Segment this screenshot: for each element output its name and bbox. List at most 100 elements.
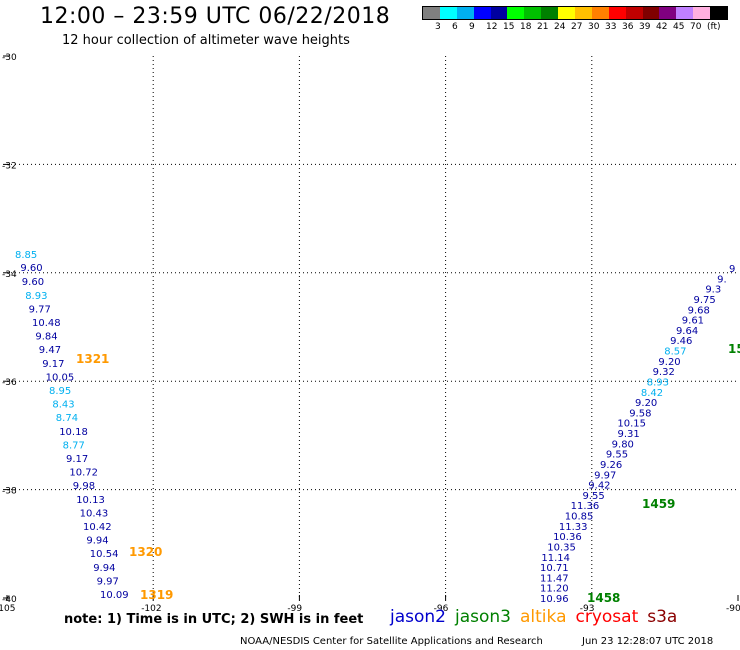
lon-tick-label: -99 bbox=[287, 604, 302, 614]
units-note: note: 1) Time is in UTC; 2) SWH is in fe… bbox=[64, 612, 364, 627]
wave-height-label: 10.15 bbox=[617, 419, 646, 430]
wave-height-label: 9.94 bbox=[86, 536, 108, 547]
wave-height-label: 8.85 bbox=[15, 250, 37, 261]
color-swatch bbox=[642, 7, 660, 19]
wave-height-label: 9.64 bbox=[676, 326, 698, 337]
legend-altika: altika bbox=[520, 607, 567, 627]
wave-height-label: 11.14 bbox=[541, 553, 570, 564]
color-scale-label: 21 bbox=[537, 22, 549, 32]
lat-tick-label: -40 bbox=[2, 595, 17, 605]
wave-height-label: 9.60 bbox=[20, 263, 42, 274]
wave-height-label: 10.54 bbox=[90, 549, 119, 560]
wave-height-label: 9.3 bbox=[705, 285, 721, 296]
color-swatch bbox=[439, 7, 457, 19]
wave-height-label: 8.57 bbox=[664, 347, 686, 358]
wave-height-label: 8.77 bbox=[63, 440, 85, 451]
time-label: 1321 bbox=[76, 352, 109, 366]
wave-height-label: 9.47 bbox=[39, 345, 61, 356]
color-scale-label: 70 bbox=[690, 22, 702, 32]
color-scale-label: 33 bbox=[605, 22, 617, 32]
lat-tick-label: -30 bbox=[2, 53, 17, 63]
wave-height-label: 9.77 bbox=[29, 304, 51, 315]
wave-height-label: 9.97 bbox=[97, 576, 119, 587]
time-label: 1459 bbox=[642, 497, 675, 511]
time-label: 1320 bbox=[129, 545, 162, 559]
page-title: 12:00 – 23:59 UTC 06/22/2018 bbox=[40, 4, 391, 29]
wave-height-label: 9.32 bbox=[653, 367, 675, 378]
wave-height-label: 11.47 bbox=[540, 573, 569, 584]
east-track: 99.9.39.759.689.619.649.468.579.209.328.… bbox=[540, 264, 740, 605]
color-swatch bbox=[473, 7, 491, 19]
legend-s3a: s3a bbox=[647, 607, 678, 627]
color-scale-label: 18 bbox=[520, 22, 532, 32]
color-swatch bbox=[423, 7, 440, 19]
time-label: 1458 bbox=[587, 591, 620, 605]
wave-height-label: 10.18 bbox=[59, 427, 88, 438]
lat-tick-label: -36 bbox=[2, 378, 17, 388]
wave-height-label: 8.93 bbox=[647, 377, 669, 388]
wave-height-label: 10.09 bbox=[100, 590, 129, 601]
color-scale-label: 15 bbox=[503, 22, 515, 32]
wave-height-label: 10.36 bbox=[553, 532, 582, 543]
wave-height-label: 9.98 bbox=[73, 481, 95, 492]
wave-height-label: 9.17 bbox=[66, 454, 88, 465]
wave-height-label: 10.05 bbox=[46, 372, 75, 383]
lat-tick-label: -32 bbox=[2, 161, 17, 171]
wave-height-label: 9.80 bbox=[612, 439, 634, 450]
wave-height-label: 8.95 bbox=[49, 386, 71, 397]
color-scale-label: 12 bbox=[486, 22, 498, 32]
color-swatch bbox=[490, 7, 508, 19]
wave-height-label: 8.43 bbox=[52, 400, 74, 411]
lat-tick-label: -34 bbox=[2, 270, 17, 280]
west-track: 8.85 9.60 9.60 8.93 9.77 10.48 9.84 9.47 9.17 10.… bbox=[15, 250, 173, 602]
color-scale-label: 30 bbox=[588, 22, 600, 32]
wave-height-label: 9.58 bbox=[629, 408, 651, 419]
wave-height-label: 8.42 bbox=[641, 388, 663, 399]
color-swatch bbox=[507, 7, 525, 19]
wave-height-label: 10.42 bbox=[83, 522, 112, 533]
color-scale-label: 6 bbox=[452, 22, 458, 32]
legend-jason2: jason2 bbox=[390, 607, 446, 627]
wave-height-label: 10.85 bbox=[565, 512, 594, 523]
color-scale-label: 39 bbox=[639, 22, 651, 32]
lon-tick-label: -96 bbox=[434, 604, 449, 614]
color-swatch bbox=[659, 7, 677, 19]
wave-height-label: 9.97 bbox=[594, 470, 616, 481]
wave-height-label: 9.84 bbox=[35, 332, 57, 343]
footer: NOAA/NESDIS Center for Satellite Applica… bbox=[240, 636, 713, 647]
color-swatch bbox=[558, 7, 576, 19]
wave-height-label: 9.60 bbox=[22, 277, 44, 288]
color-swatch bbox=[625, 7, 643, 19]
lat-tick-label: -38 bbox=[2, 487, 17, 497]
color-swatch bbox=[541, 7, 559, 19]
color-scale-label: 27 bbox=[571, 22, 583, 32]
grid-lines bbox=[7, 56, 738, 598]
color-scale-label: 3 bbox=[435, 22, 441, 32]
color-scale-labels: 3 6 9 12 15 18 21 24 27 30 33 36 39 42 45 70 (ft) bbox=[422, 22, 740, 36]
wave-height-label: 11.36 bbox=[571, 501, 600, 512]
wave-height-label: 11.20 bbox=[540, 584, 569, 595]
wave-height-label: 8.74 bbox=[56, 413, 78, 424]
wave-height-label: 9.42 bbox=[588, 481, 610, 492]
color-swatch bbox=[591, 7, 609, 19]
color-swatch bbox=[456, 7, 474, 19]
color-swatch bbox=[710, 7, 728, 19]
wave-height-label: 9.55 bbox=[582, 491, 604, 502]
color-scale-label: 9 bbox=[469, 22, 475, 32]
wave-height-label: 9.75 bbox=[693, 295, 715, 306]
wave-height-label: 11.33 bbox=[559, 522, 588, 533]
wave-height-label: 9.61 bbox=[682, 316, 704, 327]
wave-height-label: 9.68 bbox=[688, 305, 710, 316]
color-scale-label: 45 bbox=[673, 22, 685, 32]
wave-height-label: 10.96 bbox=[540, 594, 569, 605]
legend-jason3: jason3 bbox=[455, 607, 511, 627]
color-scale-label: 36 bbox=[622, 22, 634, 32]
page-subtitle: 12 hour collection of altimeter wave hei… bbox=[62, 33, 350, 48]
time-label: 1319 bbox=[140, 588, 173, 602]
color-scale-label: 24 bbox=[554, 22, 566, 32]
wave-height-label: 9. bbox=[717, 274, 727, 285]
color-scale-bar bbox=[422, 6, 728, 20]
color-scale-label: 42 bbox=[656, 22, 668, 32]
time-label: 15 bbox=[728, 342, 740, 356]
